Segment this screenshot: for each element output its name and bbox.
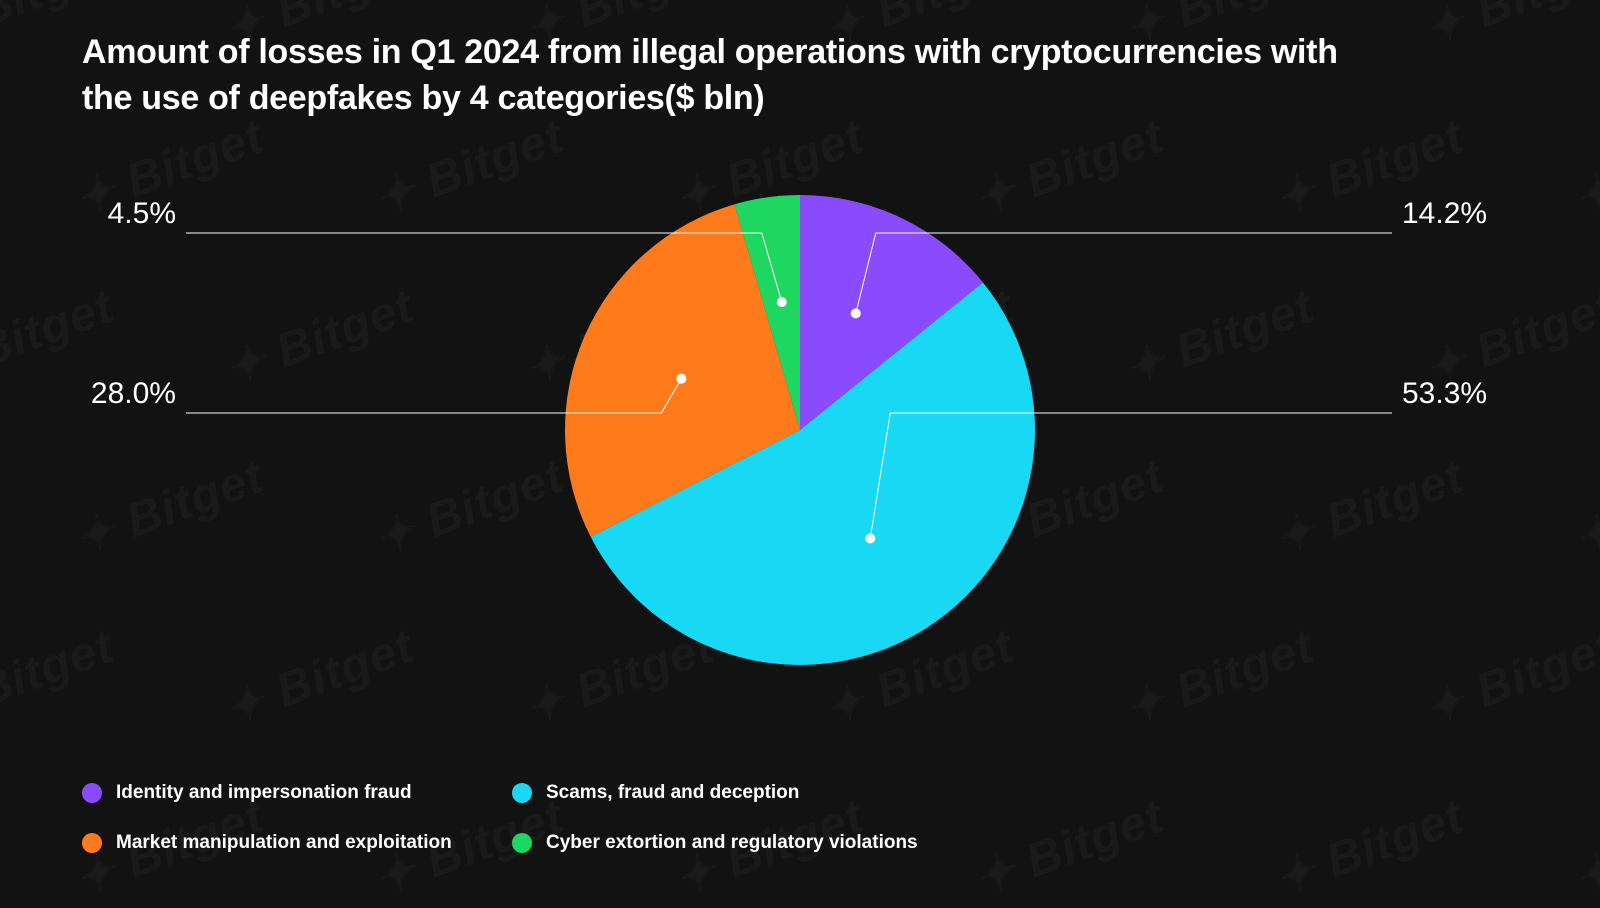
slice-label-cyber: 4.5% <box>108 197 176 231</box>
slice-label-identity: 14.2% <box>1402 197 1487 231</box>
chart-container: Amount of losses in Q1 2024 from illegal… <box>0 0 1600 900</box>
pie-svg <box>0 0 1600 900</box>
slice-label-market: 28.0% <box>91 377 176 411</box>
slice-label-scams: 53.3% <box>1402 377 1487 411</box>
